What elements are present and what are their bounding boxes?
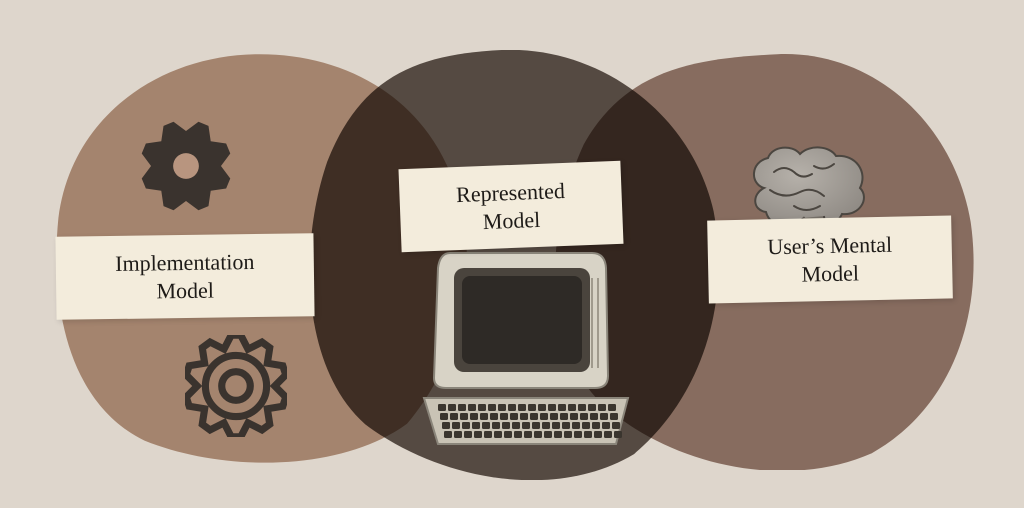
label-implementation-model: Implementation Model <box>55 233 314 320</box>
label-users-mental-model: User’s Mental Model <box>707 215 953 303</box>
retro-computer-icon <box>420 248 635 453</box>
infographic-canvas: Implementation Model Represented Model U… <box>0 0 1024 508</box>
gear-icon <box>140 120 232 217</box>
gear-icon <box>185 335 287 442</box>
label-represented-model: Represented Model <box>398 161 623 252</box>
